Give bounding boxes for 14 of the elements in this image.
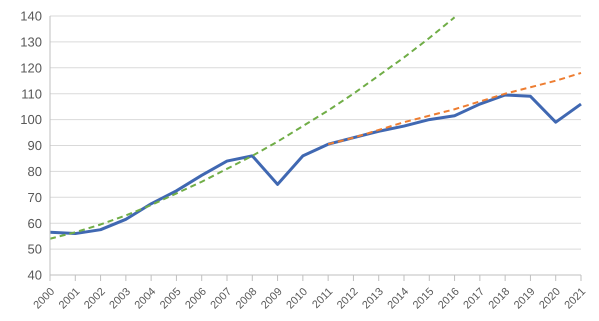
- y-tick-label: 70: [28, 190, 42, 205]
- y-tick-label: 60: [28, 216, 42, 231]
- y-tick-label: 50: [28, 242, 42, 257]
- y-tick-label: 130: [20, 34, 42, 50]
- line-series: [327, 72, 582, 146]
- y-tick-label: 40: [28, 268, 42, 283]
- line-series: [48, 93, 582, 236]
- y-tick-label: 80: [28, 164, 42, 180]
- y-tick-label: 140: [20, 8, 42, 24]
- y-tick-label: 120: [20, 60, 42, 76]
- line-series: [49, 16, 456, 240]
- y-tick-label: 110: [21, 86, 42, 102]
- y-tick-label: 90: [28, 138, 42, 154]
- y-tick-label: 100: [20, 112, 42, 128]
